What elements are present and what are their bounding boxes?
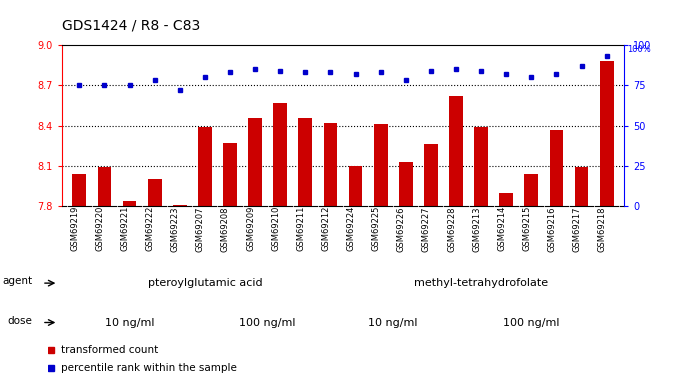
Text: 100 ng/ml: 100 ng/ml: [503, 318, 560, 327]
Text: GSM69210: GSM69210: [271, 206, 280, 252]
Bar: [549, 130, 563, 206]
Text: GSM69214: GSM69214: [497, 206, 506, 252]
Bar: [248, 117, 262, 206]
Text: GSM69211: GSM69211: [296, 206, 305, 252]
Text: GSM69227: GSM69227: [422, 206, 431, 252]
Text: GSM69208: GSM69208: [221, 206, 230, 252]
Text: GSM69215: GSM69215: [522, 206, 532, 252]
Text: GSM69207: GSM69207: [196, 206, 205, 252]
Bar: [449, 96, 463, 206]
Bar: [399, 162, 413, 206]
Text: GSM69221: GSM69221: [121, 206, 130, 252]
Text: GSM69225: GSM69225: [372, 206, 381, 252]
Text: GSM69222: GSM69222: [145, 206, 154, 252]
Text: GSM69220: GSM69220: [95, 206, 104, 252]
Bar: [324, 123, 338, 206]
Text: GSM69216: GSM69216: [547, 206, 556, 252]
Text: GSM69219: GSM69219: [71, 206, 80, 252]
Text: pteroylglutamic acid: pteroylglutamic acid: [147, 278, 262, 288]
Text: percentile rank within the sample: percentile rank within the sample: [61, 363, 237, 373]
Text: GSM69224: GSM69224: [346, 206, 355, 252]
Text: GSM69217: GSM69217: [573, 206, 582, 252]
Text: GSM69209: GSM69209: [246, 206, 255, 252]
Text: GSM69228: GSM69228: [447, 206, 456, 252]
Bar: [123, 201, 137, 206]
Bar: [424, 144, 438, 206]
Bar: [499, 193, 513, 206]
Text: 10 ng/ml: 10 ng/ml: [105, 318, 154, 327]
Text: GSM69226: GSM69226: [397, 206, 406, 252]
Bar: [147, 179, 162, 206]
Bar: [223, 143, 237, 206]
Text: GSM69218: GSM69218: [598, 206, 606, 252]
Text: agent: agent: [2, 276, 32, 286]
Bar: [348, 166, 362, 206]
Text: transformed count: transformed count: [61, 345, 158, 355]
Bar: [600, 61, 613, 206]
Bar: [73, 174, 86, 206]
Text: 100 ng/ml: 100 ng/ml: [239, 318, 296, 327]
Text: GSM69213: GSM69213: [472, 206, 481, 252]
Bar: [524, 174, 539, 206]
Bar: [97, 167, 111, 206]
Text: GSM69212: GSM69212: [322, 206, 331, 252]
Text: GDS1424 / R8 - C83: GDS1424 / R8 - C83: [62, 19, 200, 33]
Text: 10 ng/ml: 10 ng/ml: [368, 318, 418, 327]
Text: 100%: 100%: [627, 45, 651, 54]
Text: GSM69223: GSM69223: [171, 206, 180, 252]
Bar: [273, 103, 287, 206]
Bar: [374, 124, 388, 206]
Bar: [575, 167, 589, 206]
Bar: [298, 117, 312, 206]
Text: methyl-tetrahydrofolate: methyl-tetrahydrofolate: [414, 278, 548, 288]
Bar: [173, 205, 187, 206]
Text: dose: dose: [7, 316, 32, 326]
Bar: [474, 127, 488, 206]
Bar: [198, 127, 212, 206]
